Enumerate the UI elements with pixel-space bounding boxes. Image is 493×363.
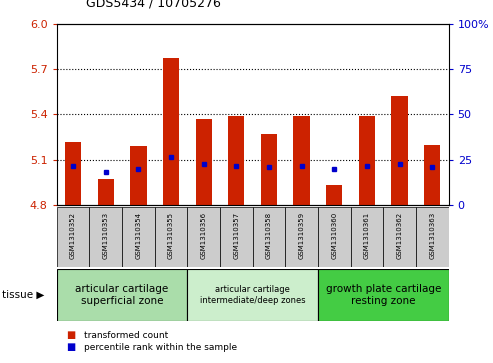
Text: transformed count: transformed count xyxy=(84,331,168,339)
Text: articular cartilage
intermediate/deep zones: articular cartilage intermediate/deep zo… xyxy=(200,285,306,305)
Text: percentile rank within the sample: percentile rank within the sample xyxy=(84,343,237,352)
Bar xyxy=(122,207,155,267)
Text: GSM1310361: GSM1310361 xyxy=(364,212,370,259)
Text: GSM1310358: GSM1310358 xyxy=(266,212,272,259)
Text: growth plate cartilage
resting zone: growth plate cartilage resting zone xyxy=(325,284,441,306)
Bar xyxy=(228,116,245,205)
Text: GSM1310353: GSM1310353 xyxy=(103,212,108,259)
Text: GSM1310363: GSM1310363 xyxy=(429,212,435,259)
Bar xyxy=(57,269,187,321)
Bar xyxy=(391,96,408,205)
Bar xyxy=(318,207,351,267)
Bar xyxy=(155,207,187,267)
Text: GSM1310357: GSM1310357 xyxy=(233,212,239,259)
Text: GSM1310355: GSM1310355 xyxy=(168,212,174,259)
Text: ■: ■ xyxy=(67,342,76,352)
Bar xyxy=(196,119,212,205)
Text: GSM1310362: GSM1310362 xyxy=(397,212,403,259)
Bar xyxy=(416,207,449,267)
Bar xyxy=(98,179,114,205)
Bar xyxy=(57,207,89,267)
Text: GSM1310352: GSM1310352 xyxy=(70,212,76,259)
Bar xyxy=(187,269,318,321)
Text: GDS5434 / 10705276: GDS5434 / 10705276 xyxy=(86,0,221,9)
Bar xyxy=(163,58,179,205)
Bar xyxy=(261,134,277,205)
Bar xyxy=(326,185,343,205)
Text: GSM1310354: GSM1310354 xyxy=(136,212,141,259)
Bar xyxy=(351,207,383,267)
Bar xyxy=(252,207,285,267)
Text: GSM1310360: GSM1310360 xyxy=(331,212,337,259)
Bar xyxy=(285,207,318,267)
Bar xyxy=(65,142,81,205)
Text: articular cartilage
superficial zone: articular cartilage superficial zone xyxy=(75,284,169,306)
Bar xyxy=(424,144,440,205)
Text: ■: ■ xyxy=(67,330,76,340)
Bar xyxy=(359,116,375,205)
Bar xyxy=(383,207,416,267)
Text: tissue ▶: tissue ▶ xyxy=(2,290,45,300)
Bar xyxy=(89,207,122,267)
Bar xyxy=(318,269,449,321)
Text: GSM1310359: GSM1310359 xyxy=(299,212,305,259)
Bar xyxy=(187,207,220,267)
Bar xyxy=(293,116,310,205)
Bar xyxy=(130,146,146,205)
Bar xyxy=(220,207,252,267)
Text: GSM1310356: GSM1310356 xyxy=(201,212,207,259)
